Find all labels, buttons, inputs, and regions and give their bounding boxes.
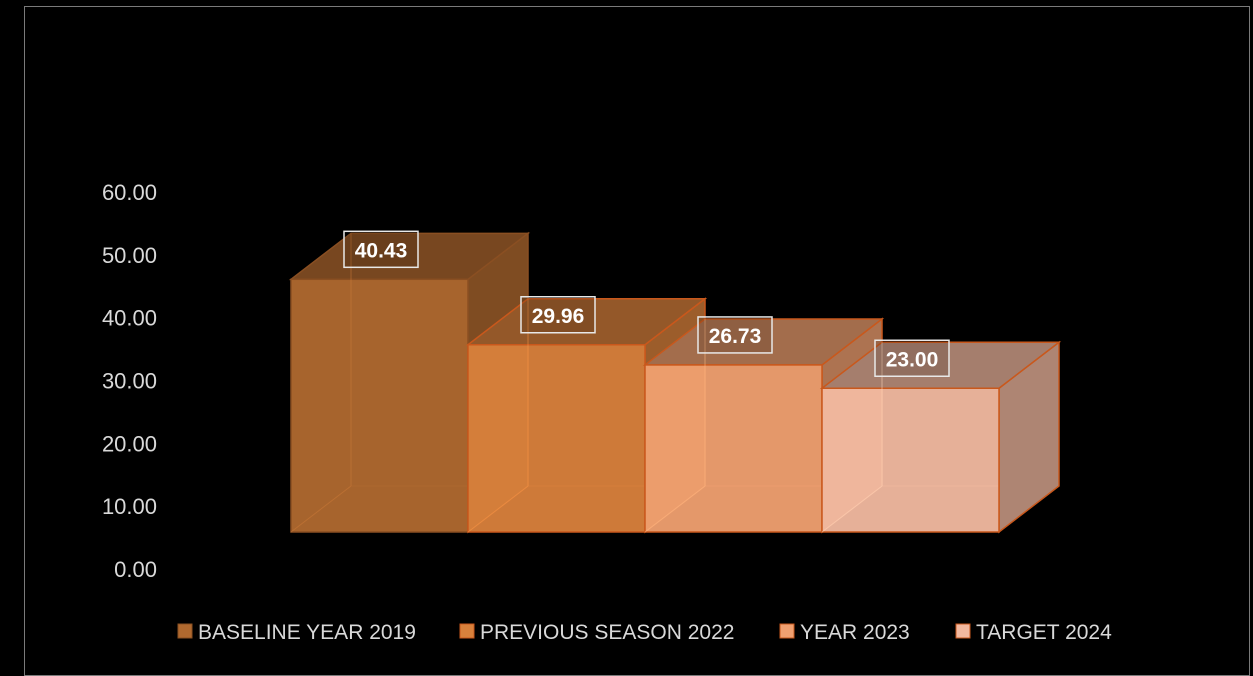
legend-label: TARGET 2024 (976, 621, 1112, 644)
y-tick-label: 40.00 (102, 306, 157, 331)
y-tick-label: 60.00 (102, 180, 157, 205)
data-label-box (874, 339, 950, 377)
data-label-4: 23.00 (874, 339, 950, 377)
legend-swatch (779, 623, 795, 639)
bars (288, 231, 1062, 534)
legend-label: BASELINE YEAR 2019 (198, 621, 416, 644)
data-label-3: 26.73 (697, 316, 773, 354)
data-labels: 40.43 29.96 26.73 23.00 (343, 230, 950, 377)
data-label-box (343, 230, 419, 269)
bar-inner-edge (644, 318, 706, 533)
bar-inner-edge (467, 298, 529, 533)
data-label-1: 40.43 (343, 230, 419, 269)
bar-front-face (644, 364, 823, 533)
bar-front-face (290, 278, 469, 533)
bar-4 (819, 340, 1062, 534)
legend-item-4: TARGET 2024 (955, 621, 1112, 644)
bar-front-face (821, 387, 1000, 533)
data-label-value: 26.73 (709, 325, 762, 348)
data-label-2: 29.96 (520, 296, 596, 334)
data-label-value: 23.00 (886, 348, 939, 371)
data-label-value: 29.96 (532, 305, 585, 328)
legend-label: YEAR 2023 (800, 621, 910, 644)
legend-item-3: YEAR 2023 (779, 621, 910, 644)
y-tick-label: 0.00 (114, 557, 157, 582)
legend: BASELINE YEAR 2019 PREVIOUS SEASON 2022 YE… (177, 621, 1112, 644)
legend-item-2: PREVIOUS SEASON 2022 (459, 621, 734, 644)
legend-swatch (177, 623, 193, 639)
y-tick-label: 30.00 (102, 369, 157, 394)
legend-item-1: BASELINE YEAR 2019 (177, 621, 416, 644)
y-tick-label: 20.00 (102, 431, 157, 456)
legend-label: PREVIOUS SEASON 2022 (480, 621, 734, 644)
data-label-box (520, 296, 596, 334)
data-label-value: 40.43 (355, 239, 408, 262)
legend-swatch (955, 623, 971, 639)
bar-inner-edge (290, 233, 352, 533)
legend-swatch (459, 623, 475, 639)
bar-inner-edge (821, 342, 883, 533)
y-axis: 0.00 10.00 20.00 30.00 40.00 50.00 60.00 (102, 180, 157, 582)
y-tick-label: 10.00 (102, 494, 157, 519)
bar-front-face (467, 344, 646, 533)
data-label-box (697, 316, 773, 354)
y-tick-label: 50.00 (102, 243, 157, 268)
